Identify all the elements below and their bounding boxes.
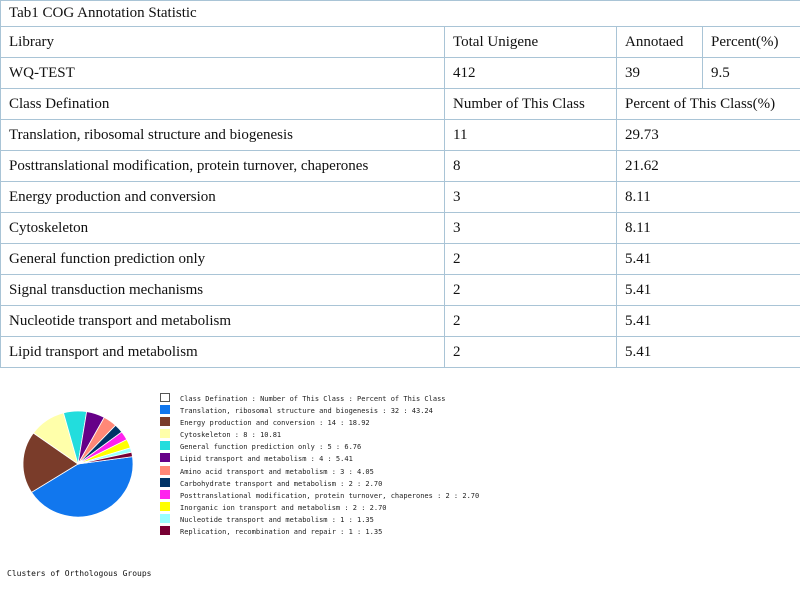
legend-swatch	[160, 453, 170, 463]
table-row: Signal transduction mechanisms 2 5.41	[0, 274, 800, 306]
legend-swatch	[160, 465, 170, 475]
class-count: 11	[444, 119, 617, 151]
annotated-value: 39	[616, 57, 703, 89]
class-count: 2	[444, 274, 617, 306]
legend-swatch	[160, 501, 170, 511]
table-caption-row: Tab1 COG Annotation Statistic	[0, 0, 800, 27]
class-name: Posttranslational modification, protein …	[0, 150, 445, 182]
header-total-unigene: Total Unigene	[444, 26, 617, 58]
class-header-row: Class Defination Number of This Class Pe…	[0, 88, 800, 120]
legend-label: Nucleotide transport and metabolism : 1 …	[180, 515, 374, 524]
legend-label: Amino acid transport and metabolism : 3 …	[180, 467, 374, 476]
class-percent: 21.62	[615, 150, 800, 182]
class-percent: 5.41	[615, 243, 800, 275]
header-class-percent: Percent of This Class(%)	[615, 88, 800, 120]
header-annotated: Annotaed	[616, 26, 703, 58]
class-count: 2	[444, 305, 617, 337]
legend-label: Translation, ribosomal structure and bio…	[180, 407, 433, 416]
class-count: 2	[444, 243, 617, 275]
table-row: Cytoskeleton 3 8.11	[0, 212, 800, 244]
header-library: Library	[0, 26, 445, 58]
table-row: Lipid transport and metabolism 2 5.41	[0, 336, 800, 368]
header-class-count: Number of This Class	[444, 88, 617, 120]
legend-label: Cytoskeleton : 8 : 10.81	[180, 431, 282, 440]
total-unigene-value: 412	[444, 57, 617, 89]
legend-label: General function prediction only : 5 : 6…	[180, 443, 362, 452]
cog-annotation-table: Tab1 COG Annotation Statistic Library To…	[0, 0, 800, 368]
legend-swatch	[160, 513, 170, 523]
class-percent: 5.41	[615, 274, 800, 306]
header-percent: Percent(%)	[701, 26, 800, 58]
class-name: Translation, ribosomal structure and bio…	[0, 119, 445, 151]
legend-swatch	[160, 429, 170, 439]
table-row: Energy production and conversion 3 8.11	[0, 181, 800, 213]
table-row: General function prediction only 2 5.41	[0, 243, 800, 275]
table-caption: Tab1 COG Annotation Statistic	[0, 0, 800, 27]
pie-slice	[77, 451, 133, 465]
class-percent: 5.41	[615, 305, 800, 337]
pie-slice	[22, 432, 79, 493]
summary-header-row: Library Total Unigene Annotaed Percent(%…	[0, 26, 800, 58]
class-count: 2	[444, 336, 617, 368]
legend-label: Lipid transport and metabolism : 4 : 5.4…	[180, 455, 353, 464]
pie-slice	[30, 456, 134, 518]
header-class-definition: Class Defination	[0, 88, 445, 120]
cog-pie-chart: Class Defination : Number of This Class …	[0, 379, 800, 591]
class-name: Energy production and conversion	[0, 181, 445, 213]
class-count: 3	[444, 181, 617, 213]
legend-swatch	[160, 441, 170, 451]
pie-chart-svg	[22, 410, 134, 518]
percent-value: 9.5	[701, 57, 800, 89]
legend-header-text: Class Defination : Number of This Class …	[180, 395, 446, 403]
class-percent: 8.11	[615, 212, 800, 244]
legend-label: Energy production and conversion : 14 : …	[180, 419, 370, 428]
summary-row: WQ-TEST 412 39 9.5	[0, 57, 800, 89]
table-row: Nucleotide transport and metabolism 2 5.…	[0, 305, 800, 337]
legend-label: Posttranslational modification, protein …	[180, 491, 480, 500]
class-name: Signal transduction mechanisms	[0, 274, 445, 306]
class-name: Cytoskeleton	[0, 212, 445, 244]
legend-swatch	[160, 417, 170, 427]
class-name: Nucleotide transport and metabolism	[0, 305, 445, 337]
class-percent: 29.73	[615, 119, 800, 151]
class-count: 3	[444, 212, 617, 244]
class-count: 8	[444, 150, 617, 182]
legend-swatch	[160, 489, 170, 499]
class-name: General function prediction only	[0, 243, 445, 275]
class-name: Lipid transport and metabolism	[0, 336, 445, 368]
class-percent: 8.11	[615, 181, 800, 213]
legend-swatch	[160, 526, 170, 536]
legend-label: Inorganic ion transport and metabolism :…	[180, 503, 387, 512]
legend-label: Replication, recombination and repair : …	[180, 528, 383, 537]
legend-swatch	[160, 477, 170, 487]
chart-title: Clusters of Orthologous Groups	[7, 569, 152, 578]
class-percent: 5.41	[615, 336, 800, 368]
library-name: WQ-TEST	[0, 57, 445, 89]
table-row: Posttranslational modification, protein …	[0, 150, 800, 182]
legend-header-swatch	[160, 393, 170, 402]
legend-label: Carbohydrate transport and metabolism : …	[180, 479, 383, 488]
table-row: Translation, ribosomal structure and bio…	[0, 119, 800, 151]
legend-swatch	[160, 405, 170, 415]
